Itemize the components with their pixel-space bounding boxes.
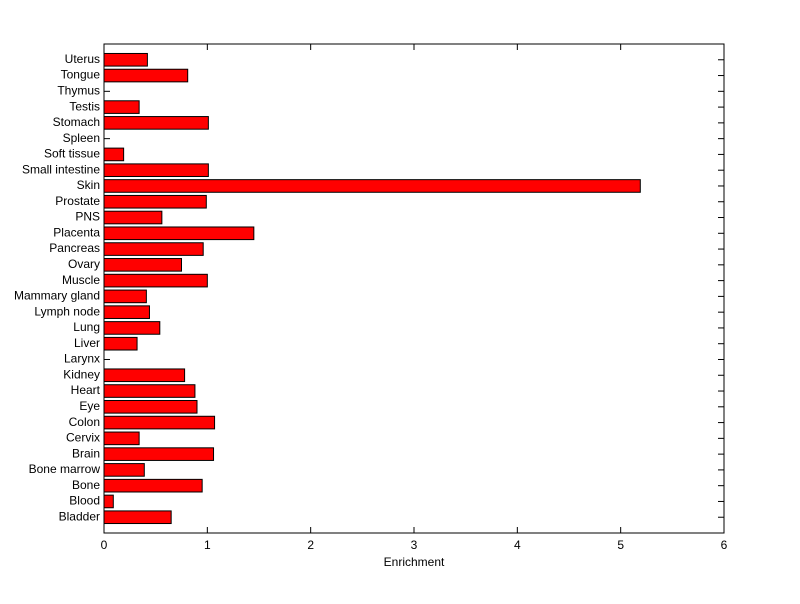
bar: [103, 242, 204, 256]
bar: [103, 447, 215, 461]
y-tick-label: Lung: [73, 320, 100, 334]
y-tick-label: Uterus: [65, 52, 100, 66]
y-tick-label: Lymph node: [34, 304, 100, 318]
bar: [103, 147, 125, 162]
bar: [103, 415, 216, 430]
bar: [103, 478, 203, 493]
x-axis-label: Enrichment: [384, 555, 445, 569]
bar: [103, 179, 641, 193]
y-tick-label: Stomach: [53, 115, 100, 129]
y-tick-label: Pancreas: [49, 241, 100, 255]
bar: [103, 52, 148, 67]
bar: [103, 258, 182, 272]
bar: [103, 305, 150, 319]
y-tick-label: Brain: [72, 446, 100, 460]
y-tick-label: Kidney: [63, 367, 100, 381]
y-tick-label: Thymus: [57, 83, 100, 97]
y-tick-label: Prostate: [55, 194, 100, 208]
y-tick-label: Tongue: [61, 68, 101, 82]
y-tick-label: Liver: [74, 336, 100, 350]
bar: [103, 384, 196, 398]
bar: [103, 273, 208, 288]
bar: [103, 431, 140, 446]
y-tick-label: Spleen: [63, 131, 100, 145]
x-tick-label: 5: [617, 538, 624, 552]
bar: [103, 321, 161, 335]
bar: [103, 510, 172, 525]
plot-frame: [103, 43, 725, 534]
y-tick-label: Placenta: [53, 225, 100, 239]
bar: [103, 116, 209, 130]
y-tick-label: Mammary gland: [14, 289, 100, 303]
y-tick-label: Bone: [72, 478, 100, 492]
bar: [103, 336, 138, 351]
bar: [103, 163, 209, 178]
x-tick-label: 1: [204, 538, 211, 552]
x-tick-label: 0: [101, 538, 108, 552]
x-tick-label: 3: [411, 538, 418, 552]
y-tick-label: Eye: [79, 399, 100, 413]
bar: [103, 210, 163, 225]
y-tick-label: Larynx: [64, 352, 100, 366]
bar: [103, 399, 198, 414]
y-tick-label: Skin: [77, 178, 100, 192]
bar: [103, 368, 186, 383]
y-tick-label: Colon: [69, 415, 100, 429]
bar: [103, 463, 145, 477]
y-tick-label: Cervix: [66, 431, 100, 445]
y-tick-label: Soft tissue: [44, 147, 100, 161]
y-tick-label: Small intestine: [22, 162, 100, 176]
x-tick-label: 2: [307, 538, 314, 552]
bar: [103, 68, 189, 83]
y-tick-label: Muscle: [62, 273, 100, 287]
y-tick-label: Heart: [71, 383, 101, 397]
bar: [103, 494, 114, 509]
y-tick-label: Blood: [69, 494, 100, 508]
bar: [103, 100, 140, 114]
y-tick-label: Testis: [69, 99, 100, 113]
y-tick-label: PNS: [75, 210, 100, 224]
y-tick-label: Bone marrow: [29, 462, 101, 476]
bar: [103, 289, 147, 304]
y-tick-label: Ovary: [68, 257, 100, 271]
x-tick-label: 6: [721, 538, 728, 552]
bar: [103, 194, 207, 209]
y-tick-label: Bladder: [59, 509, 100, 523]
bar: [103, 226, 255, 241]
x-tick-label: 4: [514, 538, 521, 552]
